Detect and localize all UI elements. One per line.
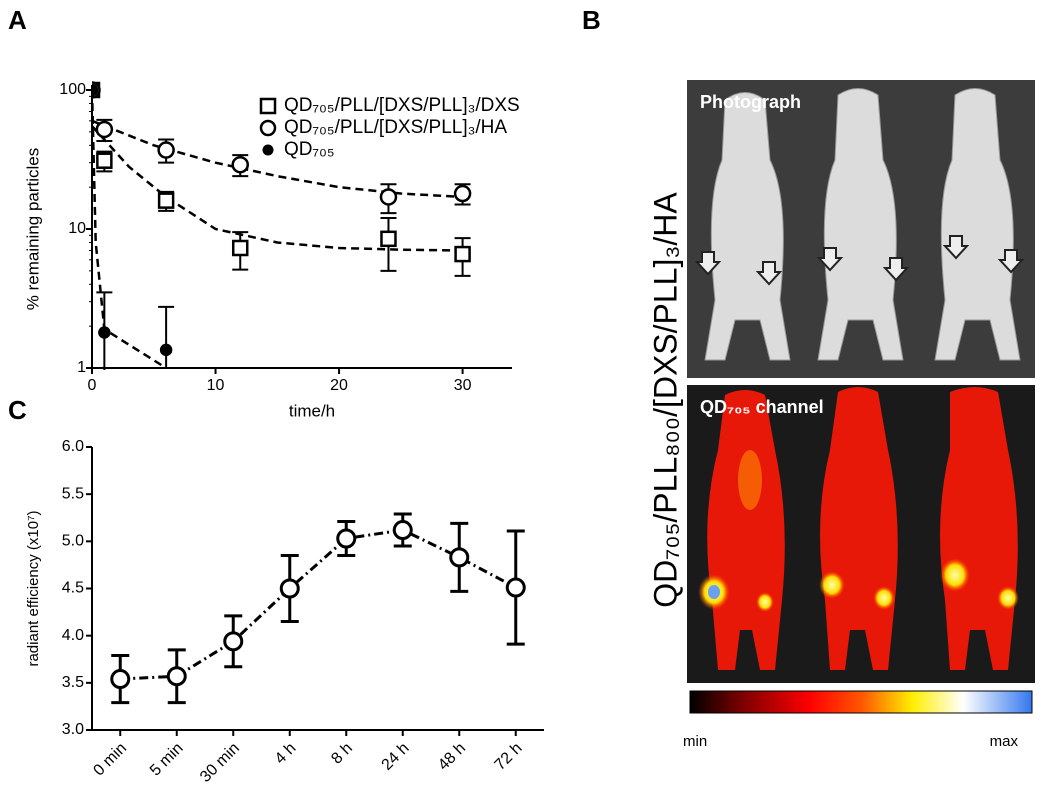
legend-marker (262, 144, 274, 156)
y-tick-label: 3.5 (62, 674, 84, 691)
marker (336, 528, 357, 549)
marker (279, 578, 300, 599)
plot-area (92, 81, 472, 370)
marker (453, 184, 472, 203)
marker (454, 245, 471, 263)
marker (231, 155, 249, 174)
marker (166, 666, 187, 687)
legend-label: QD₇₀₅/PLL/[DXS/PLL]₃/DXS (284, 95, 520, 116)
x-tick-label: 20 (330, 377, 348, 394)
y-tick-label: 1 (77, 359, 86, 376)
y-tick-label: 4.0 (62, 627, 84, 644)
scale-max: max (990, 733, 1019, 750)
x-tick-label: 8 h (328, 740, 356, 768)
error-bar (158, 305, 175, 369)
y-tick-label: 6.0 (62, 438, 84, 455)
scale-min: min (683, 733, 707, 750)
legend-label: QD₇₀₅/PLL/[DXS/PLL]₃/HA (284, 117, 507, 138)
marker (231, 239, 249, 257)
channel-label: QD₇₀₅ channel (700, 397, 824, 417)
image-panel-label: QD₇₀₅/PLL₈₀₀/[DXS/PLL]₃/HA (647, 192, 683, 608)
marker (379, 188, 398, 206)
data-line (120, 528, 517, 681)
error-bar (96, 291, 113, 370)
marker (157, 141, 175, 159)
marker (449, 547, 470, 568)
y-tick-label: 100 (59, 81, 86, 98)
marker (159, 343, 173, 357)
x-tick-label: 24 h (379, 740, 413, 774)
marker (95, 120, 114, 139)
marker (157, 192, 175, 209)
y-tick-label: 3.0 (62, 721, 84, 738)
marker (505, 577, 526, 598)
color-scale (689, 690, 1033, 714)
legend-marker (259, 97, 277, 115)
marker (110, 669, 131, 690)
marker (380, 230, 397, 248)
x-axis-label: time/h (289, 401, 335, 420)
marker (392, 520, 413, 541)
marker (96, 152, 113, 169)
x-tick-label: 48 h (435, 740, 469, 774)
y-axis-label: radiant efficiency (x10⁷) (25, 510, 42, 666)
fluorescence-panel: QD₇₀₅ channel (687, 385, 1035, 683)
fit-curve (92, 89, 167, 370)
x-tick-label: 72 h (492, 740, 526, 774)
y-tick-label: 4.5 (62, 580, 84, 597)
photo-label: Photograph (700, 92, 801, 112)
fit-curve (92, 119, 463, 199)
legend-label: QD₇₀₅ (284, 139, 335, 160)
x-tick-label: 30 min (197, 740, 243, 786)
y-tick-label: 5.0 (62, 533, 84, 550)
photo-panel: Photograph (687, 80, 1035, 378)
marker (92, 83, 99, 97)
x-tick-label: 5 min (147, 740, 187, 780)
fit-curve (92, 125, 463, 252)
x-tick-label: 10 (207, 377, 225, 394)
y-tick-label: 10 (68, 220, 86, 237)
y-tick-label: 5.5 (62, 485, 84, 502)
panel-label: B (582, 5, 601, 35)
x-tick-label: 30 (454, 377, 472, 394)
marker (223, 631, 244, 652)
panel-label: A (8, 5, 27, 35)
panel-label: C (8, 395, 27, 425)
legend-marker (259, 119, 277, 137)
x-tick-label: 0 (88, 377, 97, 394)
x-tick-label: 0 min (90, 740, 130, 780)
y-axis-label: % remaining particles (23, 148, 42, 311)
marker (98, 326, 111, 339)
x-tick-label: 4 h (272, 740, 300, 768)
